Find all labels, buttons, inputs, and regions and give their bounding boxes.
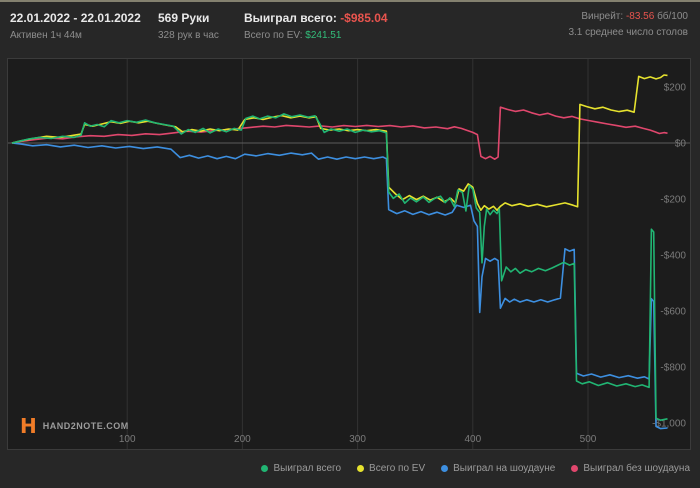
legend-label: Всего по EV (369, 462, 426, 474)
y-tick-label: $0 (675, 139, 687, 150)
x-tick-label: 200 (234, 434, 251, 445)
won-total-line: Выиграл всего: -$985.04 (244, 11, 388, 25)
winnings-block: Выиграл всего: -$985.04 Всего по EV: $24… (244, 11, 388, 41)
legend-item-total[interactable]: Выиграл всего (261, 463, 341, 474)
stats-header: 22.01.2022 - 22.01.2022 Активен 1ч 44м 5… (0, 2, 700, 57)
y-tick-label: -$800 (660, 363, 686, 374)
ev-value: $241.51 (305, 30, 342, 41)
legend-dot-icon (357, 464, 365, 472)
legend-item-nonshowdown[interactable]: Выиграл без шоудауна (571, 463, 690, 474)
date-range: 22.01.2022 - 22.01.2022 (10, 11, 141, 25)
legend: Выиграл всего Всего по EV Выиграл на шоуда… (0, 448, 690, 488)
winrate-line: Винрейт: -83.56 бб/100 (568, 11, 688, 22)
hands-per-hour: 328 рук в час (158, 30, 219, 41)
legend-dot-icon (261, 464, 269, 472)
hand2note-logo-icon: H (20, 414, 37, 438)
winrate-unit: бб/100 (654, 11, 688, 22)
winrate-block: Винрейт: -83.56 бб/100 3.1 среднее число… (568, 11, 688, 38)
y-tick-label: -$400 (660, 251, 686, 262)
series-line-nonshowdown (11, 106, 668, 160)
series-line-showdown (11, 142, 668, 430)
won-total-label: Выиграл всего: (244, 11, 341, 25)
x-tick-label: 500 (580, 434, 597, 445)
legend-label: Выиграл без шоудауна (583, 462, 690, 474)
hands-count: 569 Руки (158, 11, 210, 25)
y-tick-label: -$200 (660, 195, 686, 206)
legend-item-showdown[interactable]: Выиграл на шоудауне (441, 463, 555, 474)
avg-tables: 3.1 среднее число столов (568, 27, 688, 38)
ev-label: Всего по EV: (244, 30, 306, 41)
ev-line: Всего по EV: $241.51 (244, 30, 388, 41)
legend-dot-icon (441, 464, 449, 472)
y-tick-label: $200 (664, 83, 687, 94)
y-tick-label: -$600 (660, 307, 686, 318)
y-tick-label: -$1,000 (652, 419, 686, 430)
winrate-value: -83.56 (625, 11, 655, 22)
hand2note-logo-text: HAND2NOTE.COM (42, 421, 129, 431)
series-line-total (11, 113, 668, 422)
active-time: Активен 1ч 44м (10, 30, 82, 41)
x-tick-label: 100 (119, 434, 136, 445)
legend-label: Выиграл всего (273, 462, 342, 474)
legend-dot-icon (571, 464, 579, 472)
x-tick-label: 300 (349, 434, 366, 445)
legend-label: Выиграл на шоудауне (453, 462, 556, 474)
hands-block: 569 Руки 328 рук в час (158, 11, 219, 41)
hand2note-logo[interactable]: H HAND2NOTE.COM (20, 414, 129, 438)
won-total-value: -$985.04 (340, 11, 388, 25)
chart-panel: 100 200 300 400 500 $200 $0 -$200 -$400 -$600 -$80… (7, 58, 691, 450)
x-tick-label: 400 (464, 434, 481, 445)
winrate-label: Винрейт: (581, 11, 626, 22)
legend-item-ev[interactable]: Всего по EV (357, 463, 425, 474)
session-block: 22.01.2022 - 22.01.2022 Активен 1ч 44м (10, 11, 141, 41)
chart-svg[interactable]: 100 200 300 400 500 $200 $0 -$200 -$400 -$600 -$80… (8, 59, 690, 449)
